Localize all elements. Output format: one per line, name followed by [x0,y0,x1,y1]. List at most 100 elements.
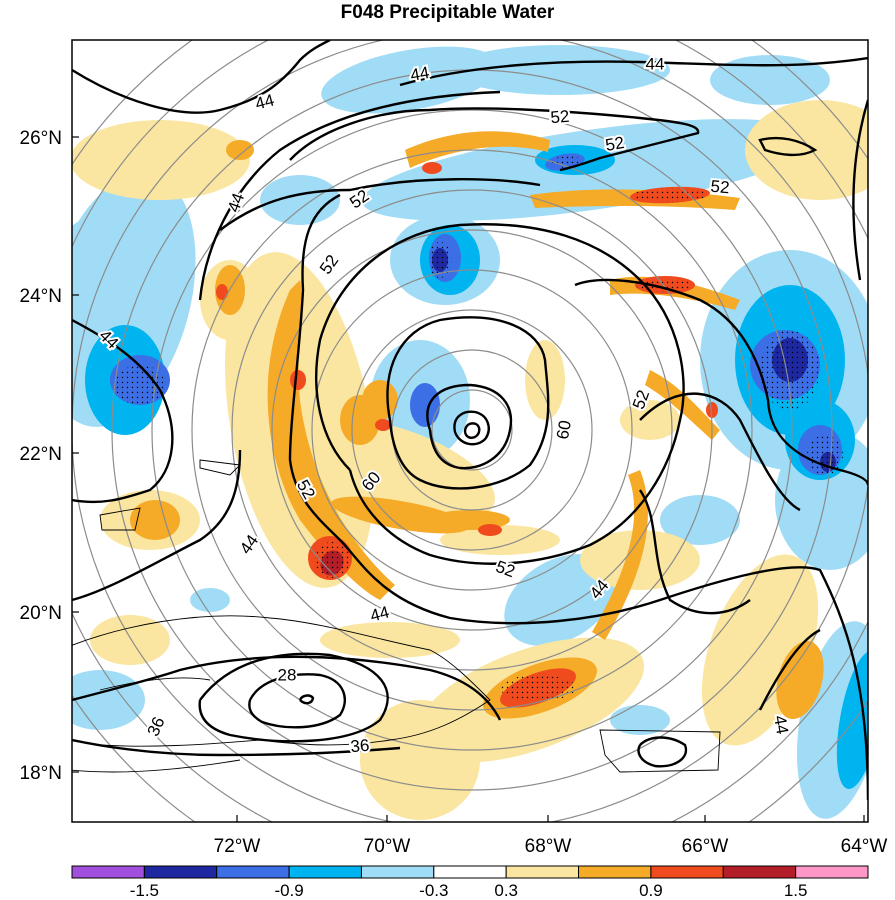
contour-line [386,316,550,490]
colorbar-swatch [650,865,724,879]
colorbar-swatch [433,865,507,879]
contour-label: 36 [143,714,168,739]
stipple [314,542,350,578]
chart-title: F048 Precipitable Water [340,2,555,23]
anomaly-shading [375,419,391,431]
contour-line [198,90,501,301]
anomaly-shading [706,402,718,418]
contour-label: 44 [646,54,665,73]
anomaly-shading [745,100,868,200]
contour-line [758,628,821,711]
contour-line [637,736,688,768]
range-ring [431,389,513,471]
anomaly-shading [72,120,250,200]
contour-line [72,449,242,602]
coastline [99,677,211,691]
contour-label: 52 [710,177,731,198]
contour-line [72,318,174,504]
anomaly-shading [362,380,398,420]
stipple [552,156,582,168]
axes: 72°W 70°W 68°W 66°W 64°W 26°N 24°N 22°N 20°N 18°N [20,128,888,857]
anomaly-shading [226,140,254,160]
colorbar-swatch [578,865,652,879]
y-tick-label: 20°N [20,603,62,624]
anomaly-shading [450,45,670,95]
contour-line [289,107,700,172]
range-ring [311,269,633,591]
contour-label: 52 [316,251,342,277]
anomaly-shading [190,588,230,612]
contour-line [639,392,801,512]
plot-frame [71,39,869,823]
contour-line [248,673,347,729]
colorbar-swatch [795,865,869,879]
stipple [632,188,708,202]
contour-line [298,694,315,705]
contour-label: 44 [253,90,276,113]
coastline [72,759,241,773]
contour-line [758,136,818,157]
contour-line [315,223,685,565]
contour-line [72,655,502,721]
anomaly-shading [620,400,680,440]
contour-label: 44 [236,531,262,557]
range-ring [271,229,673,631]
colorbar-swatch [505,865,580,879]
colorbar-label: -0.3 [419,881,448,900]
contour-label: 44 [409,63,431,85]
anomaly-shading [422,162,442,174]
range-ring [151,109,793,751]
colorbar-swatch [143,865,218,879]
contour-line [453,410,490,446]
contour-line [399,56,868,87]
y-tick-label: 18°N [20,763,62,784]
anomaly-shading [660,495,740,545]
y-tick-label: 22°N [20,444,62,465]
contour-label: 28 [278,665,297,684]
x-tick-label: 70°W [364,836,411,857]
anomaly-shading [478,524,502,536]
coastline [599,729,721,773]
y-tick-label: 24°N [20,286,62,307]
anomaly-shading [836,650,868,790]
colorbar-swatch [288,865,362,879]
anomaly-shading [710,55,830,105]
stipple [428,242,452,278]
contour-label: 60 [553,419,575,441]
stipple [807,435,843,475]
contour-line [219,178,541,231]
anomaly-shading [72,670,145,730]
contour-label: 44 [770,714,792,736]
anomaly-shading [260,175,340,225]
range-ring [191,149,753,711]
anomaly-shading [72,210,180,290]
contour-line [72,40,331,114]
contour-label: 52 [604,133,626,155]
colorbar-swatch [71,865,145,879]
contour-line [288,193,868,801]
anomaly-shading [90,615,170,665]
x-tick-label: 72°W [214,836,261,857]
contour-label: 36 [350,736,371,757]
range-ring [351,309,593,551]
colorbar-label: -0.9 [274,881,303,900]
stipple [115,365,165,405]
contour-line [574,278,868,486]
colorbar-swatch [216,865,290,879]
colorbar-label: 0.9 [639,881,663,900]
stipple [760,330,820,410]
contour-label: 52 [493,557,517,581]
anomaly-shading [525,340,565,420]
stipple [636,278,692,292]
colorbar-label: 1.5 [784,881,808,900]
contour-line [426,383,513,470]
coastline [99,507,141,531]
anomaly-shading [216,284,228,300]
anomaly-shading [267,280,395,600]
coastline [199,459,241,476]
contour-line [463,422,481,439]
contour-line [639,489,751,615]
anomaly-shading [410,383,440,427]
